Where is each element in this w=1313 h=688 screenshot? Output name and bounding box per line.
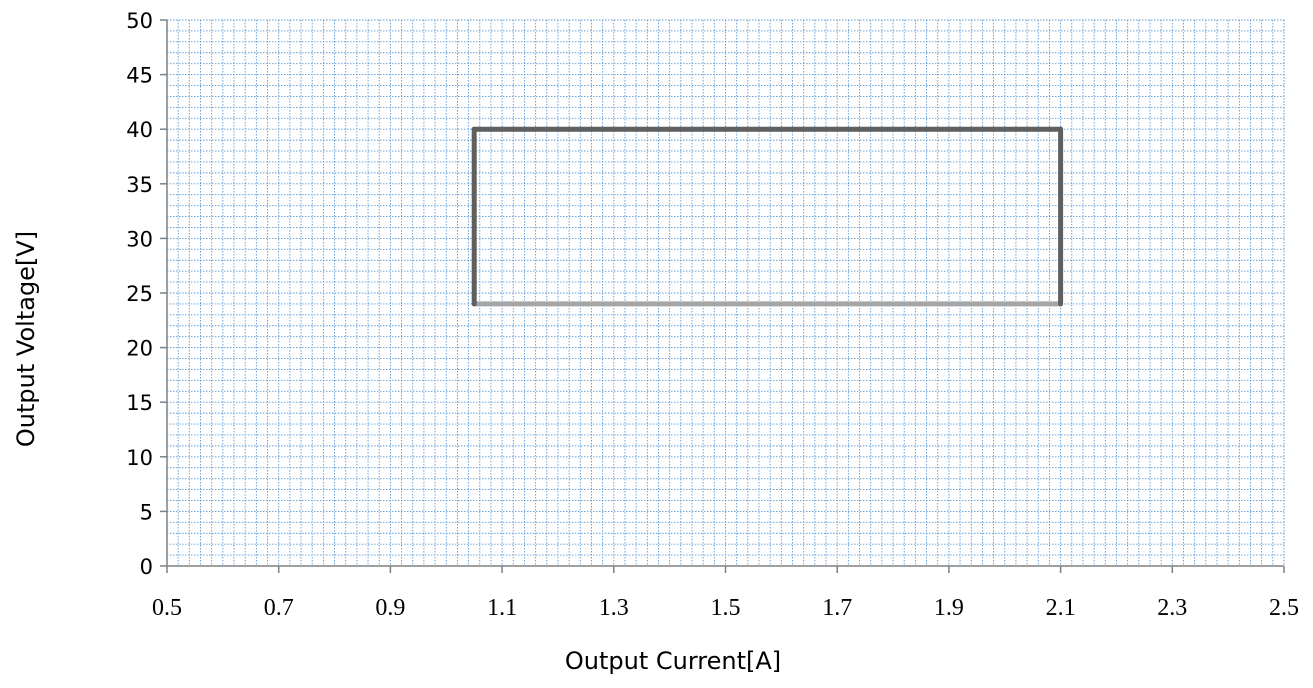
- x-tick-label: 2.3: [1157, 595, 1187, 621]
- y-tick-label: 45: [126, 64, 153, 88]
- y-tick-labels: 0 5 10 15 20 25 30 35 40 45 50: [126, 9, 153, 579]
- axes: [160, 19, 1285, 573]
- y-tick-label: 20: [126, 337, 153, 361]
- x-axis-title: Output Current[A]: [565, 647, 781, 675]
- x-tick-label: 2.1: [1046, 595, 1076, 621]
- data-series: [471, 126, 1064, 307]
- x-tick-label: 1.5: [711, 595, 741, 621]
- y-tick-label: 10: [126, 446, 153, 470]
- grid: [167, 19, 1285, 566]
- x-tick-label: 0.9: [375, 595, 405, 621]
- y-tick-label: 5: [140, 500, 153, 524]
- x-tick-label: 0.5: [152, 595, 182, 621]
- x-tick-label: 1.3: [599, 595, 629, 621]
- x-tick-label: 0.7: [264, 595, 294, 621]
- y-tick-label: 15: [126, 391, 153, 415]
- x-tick-labels: 0.5 0.7 0.9 1.1 1.3 1.5 1.7 1.9 2.1 2.3 2.5: [152, 595, 1299, 621]
- y-tick-label: 25: [126, 282, 153, 306]
- x-tick-label: 1.1: [487, 595, 517, 621]
- x-tick-label: 1.9: [934, 595, 964, 621]
- x-tick-label: 1.7: [822, 595, 852, 621]
- y-tick-label: 50: [126, 9, 153, 33]
- y-tick-label: 30: [126, 227, 153, 251]
- y-tick-label: 35: [126, 173, 153, 197]
- y-axis-title: Output Voltage[V]: [12, 231, 40, 447]
- x-tick-label: 2.5: [1269, 595, 1299, 621]
- y-tick-label: 40: [126, 118, 153, 142]
- y-tick-label: 0: [140, 555, 153, 579]
